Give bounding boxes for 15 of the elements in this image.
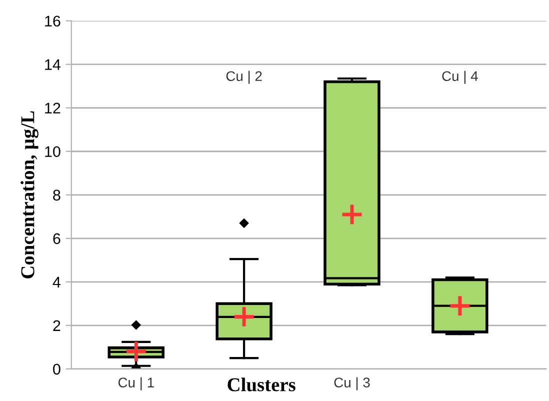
y-tick-label: 4: [52, 276, 61, 288]
y-tick-label: 16: [45, 16, 60, 27]
x-tick-label: Cu | 4: [442, 70, 478, 84]
x-tick-label: Cu | 1: [118, 377, 154, 390]
y-tick-label: 2: [53, 320, 60, 331]
x-tick-label: Cu | 3: [334, 377, 370, 390]
y-tick-label: 10: [45, 146, 60, 158]
y-tick-label: 12: [45, 102, 60, 114]
x-tick-label: Cu | 2: [226, 70, 262, 84]
y-tick-label: 0: [53, 364, 60, 375]
y-tick-label: 8: [53, 190, 60, 201]
x-axis-title: Clusters: [228, 378, 296, 392]
y-axis-title: Concentration, µg/L: [20, 111, 38, 278]
y-tick-label: 14: [45, 59, 61, 70]
y-tick-label: 6: [53, 233, 60, 244]
